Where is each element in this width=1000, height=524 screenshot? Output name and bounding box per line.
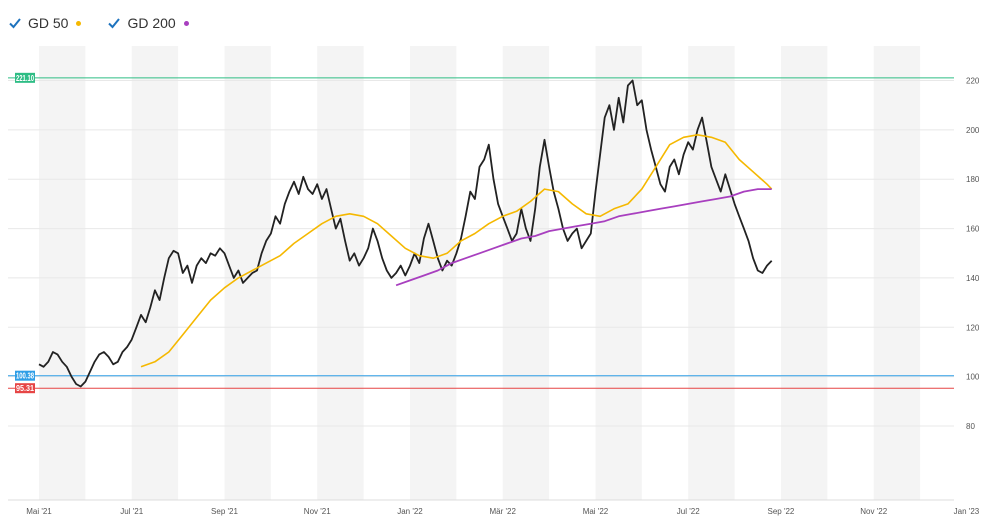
month-band <box>317 46 364 500</box>
y-tick-label: 160 <box>966 225 980 234</box>
x-tick-label: Nov '21 <box>304 507 331 516</box>
x-tick-label: Sep '21 <box>211 507 238 516</box>
legend-item-gd50[interactable]: GD 50 <box>8 15 82 31</box>
month-band <box>595 46 642 500</box>
checkmark-icon[interactable] <box>8 16 22 30</box>
month-band <box>502 46 550 500</box>
x-tick-label: Mär '22 <box>490 507 517 516</box>
y-tick-label: 180 <box>966 175 980 184</box>
y-tick-label: 80 <box>966 422 975 431</box>
x-tick-label: Jan '23 <box>954 507 980 516</box>
legend-dot-gd50 <box>76 20 82 26</box>
reference-line-tag <box>15 370 35 381</box>
reference-line-tag <box>15 383 35 394</box>
month-band <box>780 46 828 500</box>
x-tick-label: Mai '21 <box>26 507 52 516</box>
x-tick-label: Nov '22 <box>860 507 887 516</box>
month-band <box>688 46 735 500</box>
month-band <box>39 46 86 500</box>
x-tick-label: Mai '22 <box>583 507 609 516</box>
reference-line-label: 100.38 <box>16 372 34 381</box>
series-line-ma50 <box>140 134 773 368</box>
month-band <box>873 46 921 500</box>
y-tick-label: 140 <box>966 274 980 283</box>
reference-line-label: 95.31 <box>16 384 34 393</box>
x-tick-label: Sep '22 <box>768 507 795 516</box>
legend-label-gd50: GD 50 <box>28 15 69 31</box>
x-tick-label: Jul '21 <box>120 507 143 516</box>
series-line-ma200 <box>395 188 772 287</box>
x-tick-label: Jan '22 <box>397 507 423 516</box>
month-band <box>131 46 179 500</box>
y-tick-label: 200 <box>966 126 980 135</box>
legend-label-gd200: GD 200 <box>127 15 176 31</box>
legend: GD 50 GD 200 <box>8 12 189 34</box>
reference-line-label: 221.10 <box>16 74 34 83</box>
y-tick-label: 120 <box>966 323 980 332</box>
legend-dot-gd200 <box>183 20 189 26</box>
reference-line-tag <box>15 72 35 83</box>
legend-item-gd200[interactable]: GD 200 <box>107 15 189 31</box>
y-tick-label: 100 <box>966 373 980 382</box>
checkmark-icon[interactable] <box>107 16 121 30</box>
x-tick-label: Jul '22 <box>677 507 700 516</box>
series-line-price <box>38 79 773 388</box>
y-tick-label: 220 <box>966 77 980 86</box>
